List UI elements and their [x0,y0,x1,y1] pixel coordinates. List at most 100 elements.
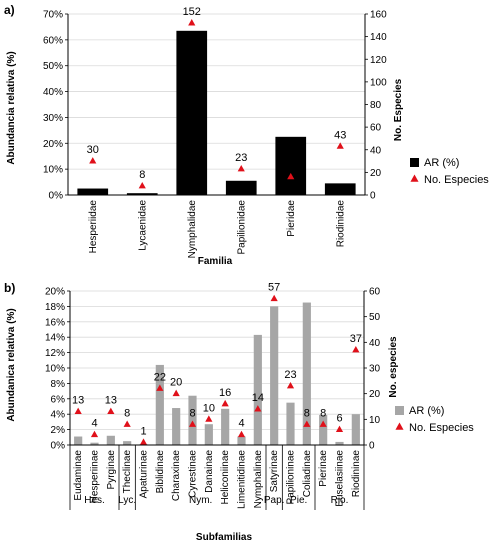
panel-b-ylabel-left: Abundanica relativa (%) [6,308,17,421]
group-label: Nym. [189,495,212,506]
data-label: 20 [170,377,182,389]
panel-a-label: a) [4,3,15,17]
bar [319,414,328,445]
legend-swatch-marker [395,422,404,430]
y-tick-label-left: 4% [51,410,66,421]
data-label: 43 [334,129,346,141]
x-tick-label: Lycaenidae [137,200,148,251]
y-tick-label-right: 20 [369,389,381,400]
y-tick-label-right: 30 [369,364,381,375]
data-label: 57 [268,282,280,294]
data-label: 10 [203,402,215,414]
bar [270,306,279,445]
x-tick-label: Riodinidae [335,200,346,248]
data-label: 23 [284,369,296,381]
species-marker [303,420,311,427]
x-tick-label: Nymphalinae [253,450,264,509]
x-tick-label: Coliadinae [302,450,313,498]
y-tick-label-right: 40 [369,338,381,349]
bar [172,408,181,445]
species-marker [237,430,246,438]
data-label: 30 [87,144,99,156]
chart-panel-a: a) Abundancia relativa (%) No. Especies … [4,3,489,267]
y-tick-label-left: 20% [45,287,65,298]
species-marker [188,19,196,26]
x-tick-label: Pieridae [286,200,297,237]
data-label: 13 [105,395,117,407]
y-tick-label-right: 0 [370,191,376,202]
chart-panel-b: b) Abundanica relativa (%) No. especies … [4,281,474,543]
bar [335,441,344,445]
species-marker [107,407,115,415]
data-label: 23 [235,152,247,164]
legend-swatch-bar [410,158,419,167]
data-label: 4 [238,418,244,430]
species-marker [254,405,262,412]
x-tick-label: Danainae [204,450,215,493]
y-tick-label-left: 30% [43,113,63,124]
bar [126,193,158,195]
bar [253,334,262,445]
data-label: 152 [183,6,201,18]
x-tick-label: Hesperiidae [88,200,99,254]
bar [123,441,132,445]
y-tick-label-left: 10% [43,165,63,176]
x-tick-label: Biblidinae [155,450,166,494]
data-label: 22 [154,372,166,384]
species-marker [89,157,97,164]
x-tick-label: Theclinae [122,450,133,494]
y-tick-label-right: 60 [370,123,382,134]
y-tick-label-right: 80 [370,100,382,111]
y-tick-label-left: 2% [51,425,66,436]
x-tick-label: Charaxinae [171,450,182,502]
group-label: Lyc. [118,495,136,506]
x-tick-label: Papilioninae [286,450,297,505]
data-label: 13 [72,395,84,407]
data-label: 16 [285,160,297,172]
y-tick-label-left: 8% [51,379,66,390]
bar [225,180,257,195]
data-label: 14 [252,392,264,404]
group-label: Rio. [331,495,349,506]
panel-a-ylabel-right: No. Especies [393,78,404,141]
x-tick-label: Pierinae [318,450,329,487]
y-tick-label-right: 160 [370,10,387,21]
x-tick-label: Papilionidae [236,200,247,255]
group-label: Pie. [290,495,307,506]
bar [204,424,213,445]
y-tick-label-left: 60% [43,35,63,46]
species-marker [270,294,278,302]
bar [106,435,115,445]
bar [77,188,109,195]
y-tick-label-left: 12% [45,348,65,359]
species-marker [74,407,82,415]
species-marker [138,181,146,189]
data-label: 8 [189,407,195,419]
x-tick-label: Euselasiinae [335,450,346,507]
y-tick-label-right: 120 [370,55,387,66]
bar [302,302,311,445]
species-marker [172,389,180,397]
bar [221,408,230,445]
y-tick-label-left: 0% [51,441,66,452]
data-label: 1 [140,425,146,437]
panel-b-ylabel-right: No. especies [388,336,399,398]
y-tick-label-left: 10% [45,364,65,375]
species-marker [286,381,295,389]
panel-b-legend: AR (%) No. Especies [395,405,474,434]
y-tick-label-left: 14% [45,333,65,344]
x-tick-label: Pyrginae [106,450,117,490]
species-marker [319,420,327,427]
species-marker [237,164,245,172]
legend-swatch-marker [410,174,419,182]
species-marker [352,346,360,353]
species-marker [205,415,213,422]
y-tick-label-right: 50 [369,312,381,323]
y-tick-label-right: 60 [369,287,381,298]
data-label: 8 [304,407,310,419]
y-tick-label-left: 6% [51,394,66,405]
y-tick-label-right: 140 [370,32,387,43]
group-label: Pap. [264,495,285,506]
species-marker [221,399,229,407]
